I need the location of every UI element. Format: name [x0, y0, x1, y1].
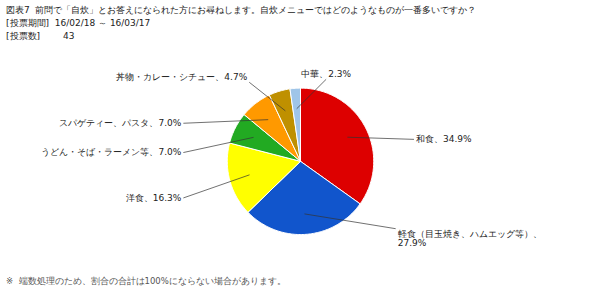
svg-text:軽食（目玉焼き、ハムエッグ等）、27.9%: 軽食（目玉焼き、ハムエッグ等）、27.9% [398, 229, 542, 248]
html-text:[投票数] 43: [投票数] 43 [6, 31, 75, 41]
html-text:図表7 前問で「自炊」とお答えになられた方にお尋ねします。自: 図表7 前問で「自炊」とお答えになられた方にお尋ねします。自炊メニューではどのよ… [6, 5, 477, 15]
svg-text:和食、34.9%: 和食、34.9% [416, 134, 472, 144]
svg-text:うどん・そば・ラーメン等、7.0%: うどん・そば・ラーメン等、7.0% [41, 147, 181, 157]
svg-text:洋食、16.3%: 洋食、16.3% [126, 193, 182, 203]
svg-text:中華、2.3%: 中華、2.3% [301, 69, 351, 79]
html-text:※ 端数処理のため、割合の合計は100%にならない場合があり: ※ 端数処理のため、割合の合計は100%にならない場合があります。 [6, 276, 286, 286]
html-text:[投票期間] 16/02/18 ～ 16/03/17: [投票期間] 16/02/18 ～ 16/03/17 [6, 18, 151, 28]
svg-text:スパゲティー、パスタ、7.0%: スパゲティー、パスタ、7.0% [59, 118, 181, 128]
svg-text:丼物・カレー・シチュー、4.7%: 丼物・カレー・シチュー、4.7% [116, 72, 247, 82]
